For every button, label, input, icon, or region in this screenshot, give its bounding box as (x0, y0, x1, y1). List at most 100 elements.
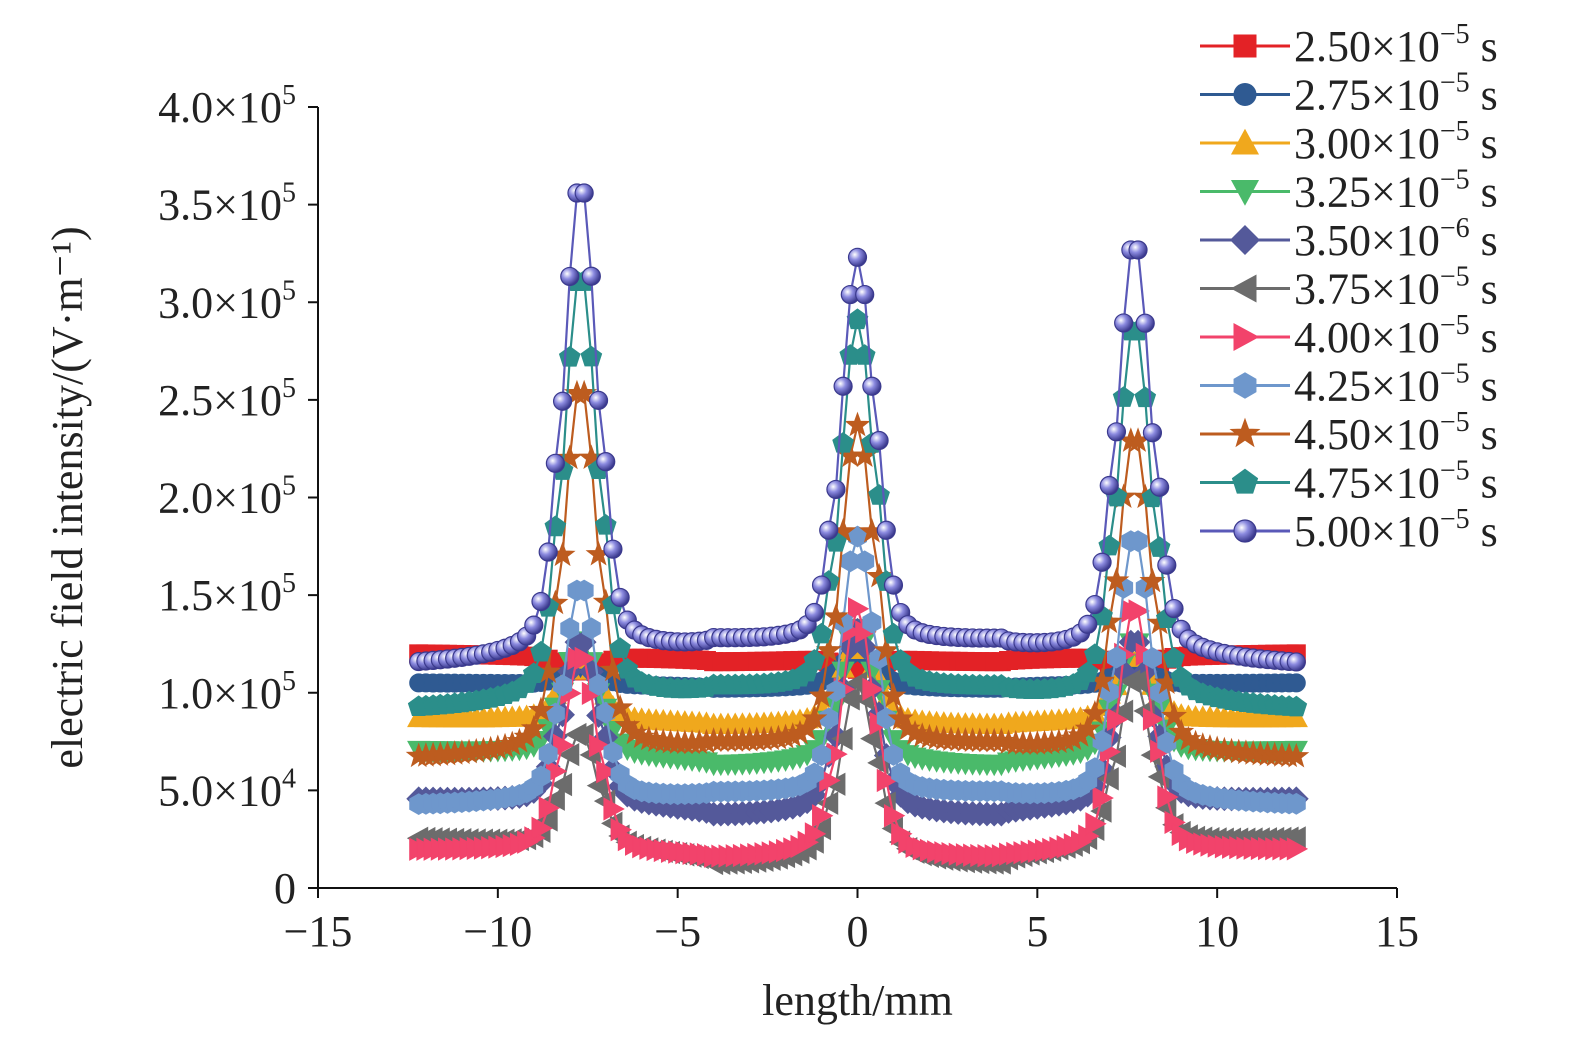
legend: 2.50×10−5 s2.75×10−5 s3.00×10−5 s3.25×10… (1200, 19, 1498, 556)
legend-label: 3.25×10−5 s (1294, 165, 1498, 217)
data-point (819, 707, 839, 730)
x-tick-label: 5 (1026, 907, 1048, 956)
legend-label: 4.75×10−5 s (1294, 456, 1498, 508)
data-point (1286, 652, 1306, 672)
data-point (862, 611, 882, 634)
data-point (558, 345, 581, 367)
legend-label: 3.00×10−5 s (1294, 116, 1498, 168)
data-point (844, 411, 871, 437)
data-point (1081, 700, 1108, 725)
data-point (1283, 742, 1310, 768)
data-point (846, 308, 869, 330)
data-point (603, 539, 623, 559)
data-point (804, 602, 824, 623)
data-point (803, 649, 826, 670)
data-point (1092, 730, 1112, 753)
data-point (1103, 567, 1130, 592)
data-point (531, 816, 553, 840)
data-point (811, 575, 832, 595)
data-point (581, 266, 601, 286)
data-point (553, 733, 575, 758)
data-point (816, 791, 839, 815)
data-point (1161, 702, 1187, 728)
data-point (831, 727, 853, 751)
data-point (876, 768, 899, 793)
legend-item: 3.75×10−5 s (1200, 262, 1498, 314)
legend-marker (1233, 34, 1257, 58)
data-point (1157, 785, 1179, 809)
data-point (545, 453, 565, 473)
x-tick-label: 15 (1375, 907, 1419, 956)
data-point (873, 636, 900, 662)
data-point (574, 579, 594, 602)
data-point (1085, 594, 1105, 615)
data-point (1074, 715, 1101, 741)
legend-marker (1233, 83, 1257, 106)
axes: −15 −10 −5 0 5 10 15 0 5.0×104 1.0×105 1.5×105 2.0×… (43, 80, 1419, 1025)
data-point (822, 603, 849, 628)
legend-label: 3.50×10−6 s (1294, 213, 1498, 265)
data-point (868, 484, 890, 505)
data-point (588, 390, 609, 410)
data-point (884, 744, 903, 766)
series (409, 525, 1306, 816)
data-point (531, 765, 551, 788)
data-point (848, 597, 870, 621)
y-tick-label: 3.0×105 (158, 275, 296, 327)
data-point (876, 707, 896, 730)
data-point (1112, 386, 1135, 407)
data-point (574, 183, 594, 203)
data-point (596, 760, 618, 784)
data-point (1135, 313, 1155, 333)
legend-marker (1229, 224, 1261, 256)
y-tick-label: 0 (274, 864, 296, 913)
data-point (531, 591, 551, 612)
data-point (553, 674, 573, 697)
data-point (520, 714, 547, 740)
data-point (847, 247, 868, 267)
data-point (855, 550, 875, 573)
x-tick-label: −5 (654, 907, 701, 956)
legend-label: 3.75×10−5 s (1294, 262, 1498, 314)
data-point (801, 705, 828, 730)
data-point (1286, 837, 1309, 861)
data-point (1106, 422, 1127, 442)
data-point (1099, 475, 1119, 496)
legend-item: 3.00×10−5 s (1200, 116, 1498, 168)
data-point (1128, 599, 1150, 623)
data-point (853, 344, 876, 365)
data-point (550, 772, 573, 797)
data-point (804, 822, 827, 846)
legend-marker (1230, 128, 1260, 155)
x-tick-label: 0 (847, 907, 869, 956)
data-point (1134, 386, 1157, 408)
data-point (603, 741, 623, 764)
data-point (887, 705, 914, 730)
data-point (852, 634, 878, 660)
data-point (1142, 647, 1162, 669)
data-point (522, 662, 545, 684)
data-point (596, 452, 616, 472)
data-point (1142, 423, 1163, 443)
y-axis-title: electric field intensity/(V·m⁻¹) (43, 226, 92, 768)
legend-marker (1233, 519, 1257, 543)
data-point (557, 742, 580, 767)
data-point (538, 743, 558, 765)
data-point (1128, 240, 1148, 260)
legend-marker (1233, 322, 1260, 352)
data-point (826, 680, 846, 703)
y-tick-label: 1.0×105 (158, 666, 296, 718)
data-point (804, 762, 824, 785)
data-point (819, 520, 839, 540)
legend-label: 5.00×10−5 s (1294, 504, 1498, 556)
data-point (581, 617, 601, 640)
y-tick-label: 5.0×104 (158, 763, 296, 815)
legend-label: 2.75×10−5 s (1294, 68, 1498, 120)
data-point (552, 391, 573, 411)
x-tick-label: −10 (463, 907, 532, 956)
data-point (1286, 792, 1306, 815)
data-point (883, 804, 906, 828)
data-point (1097, 767, 1119, 791)
data-point (610, 587, 630, 608)
